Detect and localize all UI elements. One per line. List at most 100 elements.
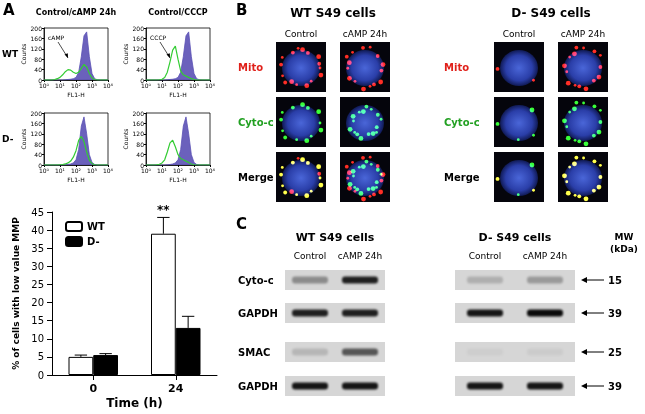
svg-text:120: 120 — [133, 45, 145, 52]
svg-text:WT S49 cells: WT S49 cells — [290, 6, 376, 20]
svg-text:39: 39 — [608, 381, 622, 392]
svg-text:40: 40 — [34, 66, 42, 73]
svg-text:160: 160 — [133, 120, 145, 127]
svg-text:160: 160 — [133, 35, 145, 42]
svg-text:10³: 10³ — [87, 167, 98, 174]
svg-text:Control: Control — [469, 251, 502, 261]
svg-text:Control: Control — [294, 251, 327, 261]
svg-text:15: 15 — [608, 275, 622, 286]
svg-text:35: 35 — [31, 243, 44, 254]
svg-text:Counts: Counts — [20, 129, 27, 150]
svg-text:D- S49 cells: D- S49 cells — [479, 231, 552, 244]
svg-text:Mito: Mito — [238, 62, 263, 73]
svg-text:160: 160 — [31, 120, 43, 127]
svg-text:GAPDH: GAPDH — [238, 308, 278, 319]
svg-text:40: 40 — [136, 151, 144, 158]
svg-text:FL1-H: FL1-H — [169, 176, 186, 183]
svg-text:120: 120 — [133, 130, 145, 137]
svg-text:0: 0 — [38, 370, 44, 381]
svg-text:80: 80 — [136, 56, 144, 63]
svg-text:10⁴: 10⁴ — [103, 167, 114, 174]
svg-text:10⁰: 10⁰ — [39, 167, 50, 174]
svg-text:C: C — [236, 215, 247, 233]
svg-text:Merge: Merge — [444, 172, 480, 183]
svg-text:% of cells with low value MMP: % of cells with low value MMP — [11, 217, 21, 370]
svg-text:B: B — [236, 1, 247, 19]
svg-text:10⁰: 10⁰ — [39, 82, 50, 89]
svg-text:39: 39 — [608, 308, 622, 319]
svg-text:Cyto-c: Cyto-c — [238, 117, 274, 128]
svg-text:10¹: 10¹ — [55, 82, 66, 89]
svg-text:cAMP 24h: cAMP 24h — [523, 251, 567, 261]
svg-text:40: 40 — [136, 66, 144, 73]
svg-text:Merge: Merge — [238, 172, 274, 183]
svg-text:40: 40 — [31, 225, 44, 236]
svg-text:80: 80 — [34, 141, 42, 148]
svg-text:0: 0 — [89, 382, 97, 395]
svg-text:Control/cAMP 24h: Control/cAMP 24h — [36, 8, 117, 17]
svg-text:FL1-H: FL1-H — [67, 91, 84, 98]
svg-text:120: 120 — [31, 130, 43, 137]
svg-text:MW: MW — [615, 232, 634, 242]
svg-text:10⁴: 10⁴ — [103, 82, 114, 89]
svg-text:160: 160 — [31, 35, 43, 42]
svg-text:GAPDH: GAPDH — [238, 381, 278, 392]
svg-text:WT S49 cells: WT S49 cells — [296, 231, 375, 244]
svg-text:10²: 10² — [173, 167, 184, 174]
svg-text:Counts: Counts — [122, 44, 129, 65]
svg-text:120: 120 — [31, 45, 43, 52]
svg-text:D-: D- — [2, 134, 14, 144]
svg-text:D-: D- — [87, 236, 100, 247]
svg-text:10⁰: 10⁰ — [141, 167, 152, 174]
svg-text:Control: Control — [285, 29, 318, 39]
svg-text:200: 200 — [133, 25, 145, 32]
svg-text:10: 10 — [31, 333, 44, 344]
svg-text:(kDa): (kDa) — [610, 244, 638, 254]
svg-text:40: 40 — [34, 151, 42, 158]
svg-text:WT: WT — [87, 221, 105, 232]
svg-text:10¹: 10¹ — [157, 82, 168, 89]
svg-text:cAMP 24h: cAMP 24h — [338, 251, 382, 261]
svg-text:**: ** — [157, 203, 170, 217]
svg-text:10¹: 10¹ — [157, 167, 168, 174]
svg-text:A: A — [3, 1, 15, 19]
svg-text:5: 5 — [38, 351, 44, 362]
svg-text:10⁴: 10⁴ — [205, 167, 216, 174]
svg-text:24: 24 — [168, 382, 184, 395]
svg-text:cAMP 24h: cAMP 24h — [561, 29, 605, 39]
svg-text:200: 200 — [31, 110, 43, 117]
svg-text:Control: Control — [503, 29, 536, 39]
svg-text:Time (h): Time (h) — [106, 396, 163, 410]
svg-text:cAMP 24h: cAMP 24h — [343, 29, 387, 39]
svg-text:Counts: Counts — [122, 129, 129, 150]
svg-text:10⁴: 10⁴ — [205, 82, 216, 89]
svg-text:Cyto-c: Cyto-c — [444, 117, 480, 128]
svg-text:Mito: Mito — [444, 62, 469, 73]
svg-text:200: 200 — [31, 25, 43, 32]
svg-text:FL1-H: FL1-H — [169, 91, 186, 98]
svg-text:cAMP: cAMP — [48, 34, 65, 41]
svg-text:10³: 10³ — [189, 167, 200, 174]
svg-text:10³: 10³ — [87, 82, 98, 89]
svg-text:Counts: Counts — [20, 44, 27, 65]
svg-text:10²: 10² — [173, 82, 184, 89]
svg-text:10²: 10² — [71, 167, 82, 174]
svg-text:25: 25 — [31, 279, 44, 290]
svg-text:45: 45 — [31, 207, 44, 218]
svg-text:80: 80 — [34, 56, 42, 63]
svg-text:Control/CCCP: Control/CCCP — [148, 8, 208, 17]
svg-text:CCCP: CCCP — [150, 34, 167, 41]
svg-text:D- S49 cells: D- S49 cells — [511, 6, 590, 20]
svg-text:30: 30 — [31, 261, 44, 272]
svg-text:80: 80 — [136, 141, 144, 148]
svg-text:25: 25 — [608, 347, 622, 358]
svg-text:200: 200 — [133, 110, 145, 117]
svg-text:10⁰: 10⁰ — [141, 82, 152, 89]
svg-text:WT: WT — [2, 49, 19, 59]
svg-text:FL1-H: FL1-H — [67, 176, 84, 183]
svg-text:10¹: 10¹ — [55, 167, 66, 174]
svg-text:Cyto-c: Cyto-c — [238, 275, 274, 286]
svg-text:SMAC: SMAC — [238, 347, 270, 358]
svg-text:10²: 10² — [71, 82, 82, 89]
svg-text:10³: 10³ — [189, 82, 200, 89]
